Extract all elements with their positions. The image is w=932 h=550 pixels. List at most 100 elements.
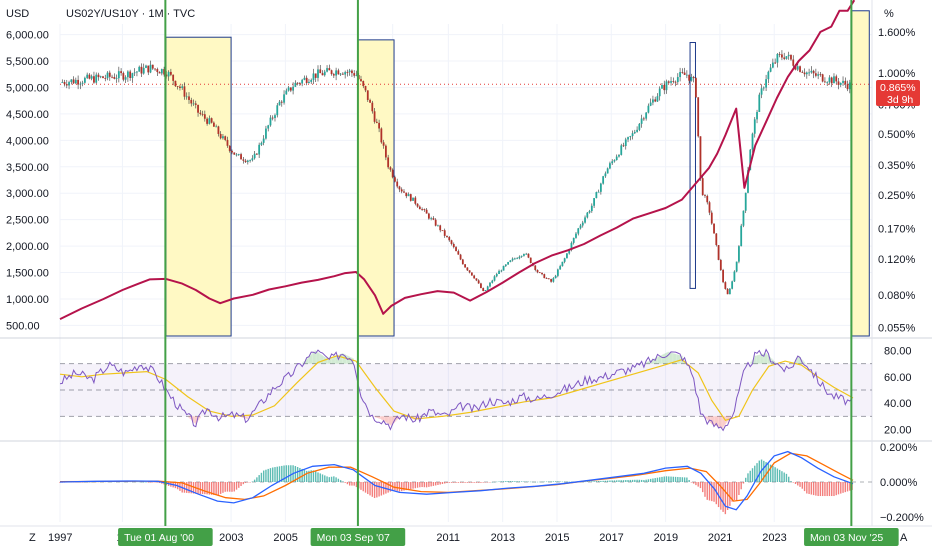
candle-body bbox=[77, 79, 80, 85]
candle-body bbox=[663, 84, 666, 91]
macd-histogram-bar bbox=[831, 482, 833, 497]
macd-histogram-bar bbox=[133, 481, 136, 483]
macd-histogram-bar bbox=[342, 481, 344, 482]
candle-body bbox=[699, 136, 702, 179]
candle-body bbox=[179, 86, 181, 89]
candle-body bbox=[190, 99, 193, 104]
candle-body bbox=[808, 72, 810, 74]
macd-histogram-bar bbox=[143, 481, 145, 483]
macd-histogram-bar bbox=[828, 482, 831, 497]
candle-body bbox=[326, 68, 328, 72]
macd-histogram-bar bbox=[219, 482, 222, 494]
macd-histogram-bar bbox=[520, 481, 523, 482]
candle-body bbox=[384, 145, 387, 158]
candle-body bbox=[149, 64, 152, 73]
macd-histogram-bar bbox=[806, 482, 808, 494]
candle-body bbox=[74, 79, 77, 84]
macd-histogram-bar bbox=[321, 474, 324, 482]
time-marker-label: Mon 03 Nov '25 bbox=[810, 532, 883, 544]
candle-body bbox=[124, 77, 127, 80]
candle-body bbox=[656, 96, 659, 102]
macd-histogram-bar bbox=[821, 482, 824, 497]
candle-body bbox=[749, 149, 752, 171]
macd-histogram-bar bbox=[622, 480, 625, 482]
auto-scale-button[interactable]: A bbox=[900, 532, 908, 544]
macd-histogram-bar bbox=[398, 482, 401, 492]
macd-histogram-bar bbox=[287, 465, 290, 482]
left-tick-label: 5,000.00 bbox=[6, 82, 49, 94]
macd-histogram-bar bbox=[491, 481, 493, 483]
macd-histogram-bar bbox=[613, 480, 616, 482]
candle-body bbox=[665, 81, 668, 91]
candle-body bbox=[758, 94, 761, 112]
macd-histogram-bar bbox=[364, 482, 367, 493]
candle-body bbox=[240, 154, 242, 160]
candle-body bbox=[722, 270, 724, 283]
macd-histogram-bar bbox=[290, 465, 292, 482]
macd-histogram-bar bbox=[706, 482, 708, 500]
macd-histogram-bar bbox=[747, 473, 749, 482]
macd-histogram-bar bbox=[455, 482, 457, 483]
candle-body bbox=[837, 81, 840, 85]
candle-body bbox=[742, 210, 745, 226]
candle-body bbox=[670, 81, 672, 83]
candle-body bbox=[222, 136, 224, 139]
macd-histogram-bar bbox=[781, 471, 783, 482]
candle-body bbox=[638, 123, 641, 130]
candle-body bbox=[588, 211, 591, 213]
candle-body bbox=[151, 64, 154, 69]
candle-body bbox=[765, 79, 767, 88]
macd-histogram-bar bbox=[140, 481, 143, 483]
macd-histogram-bar bbox=[238, 482, 240, 488]
candle-body bbox=[466, 267, 469, 271]
candle-body bbox=[81, 82, 84, 84]
candle-body bbox=[423, 209, 426, 211]
candle-body bbox=[538, 272, 541, 274]
right-tick-label: 0.120% bbox=[878, 254, 916, 266]
candle-body bbox=[683, 72, 686, 75]
macd-histogram-bar bbox=[432, 482, 435, 486]
macd-histogram-bar bbox=[625, 480, 627, 482]
candle-body bbox=[489, 282, 491, 287]
macd-histogram-bar bbox=[726, 482, 729, 510]
macd-histogram-bar bbox=[566, 481, 568, 483]
left-tick-label: 2,500.00 bbox=[6, 215, 49, 227]
macd-histogram-bar bbox=[419, 482, 421, 488]
macd-histogram-bar bbox=[532, 481, 534, 483]
macd-histogram-bar bbox=[808, 482, 810, 495]
candle-body bbox=[783, 57, 786, 59]
candle-body bbox=[88, 74, 91, 79]
macd-histogram-bar bbox=[242, 482, 245, 485]
macd-histogram-bar bbox=[385, 482, 387, 494]
macd-histogram-bar bbox=[310, 470, 312, 482]
macd-histogram-bar bbox=[835, 482, 837, 496]
candle-body bbox=[72, 79, 75, 84]
candle-body bbox=[468, 270, 471, 273]
candle-body bbox=[652, 99, 654, 103]
candle-body bbox=[810, 70, 813, 73]
candle-body bbox=[706, 195, 709, 203]
candle-body bbox=[776, 53, 779, 63]
candle-body bbox=[351, 70, 353, 74]
candle-body bbox=[543, 274, 546, 279]
macd-histogram-bar bbox=[367, 482, 369, 495]
macd-histogram-bar bbox=[665, 476, 668, 482]
candle-body bbox=[649, 102, 652, 106]
candle-body bbox=[373, 111, 376, 122]
macd-histogram-bar bbox=[640, 479, 643, 482]
log-scale-button[interactable]: Z bbox=[29, 532, 36, 544]
macd-histogram-bar bbox=[430, 482, 432, 487]
candle-body bbox=[278, 101, 281, 106]
macd-histogram-bar bbox=[59, 482, 61, 483]
candle-body bbox=[344, 72, 347, 75]
candle-body bbox=[774, 62, 777, 64]
candle-body bbox=[695, 78, 697, 98]
candle-body bbox=[362, 81, 365, 87]
candle-body bbox=[102, 76, 104, 79]
symbol-title[interactable]: US02Y/US10Y · 1M · TVC bbox=[66, 8, 195, 20]
candle-body bbox=[756, 111, 758, 120]
macd-histogram-bar bbox=[849, 482, 851, 491]
macd-histogram-bar bbox=[751, 468, 754, 482]
time-tick-label: 2011 bbox=[436, 532, 460, 544]
